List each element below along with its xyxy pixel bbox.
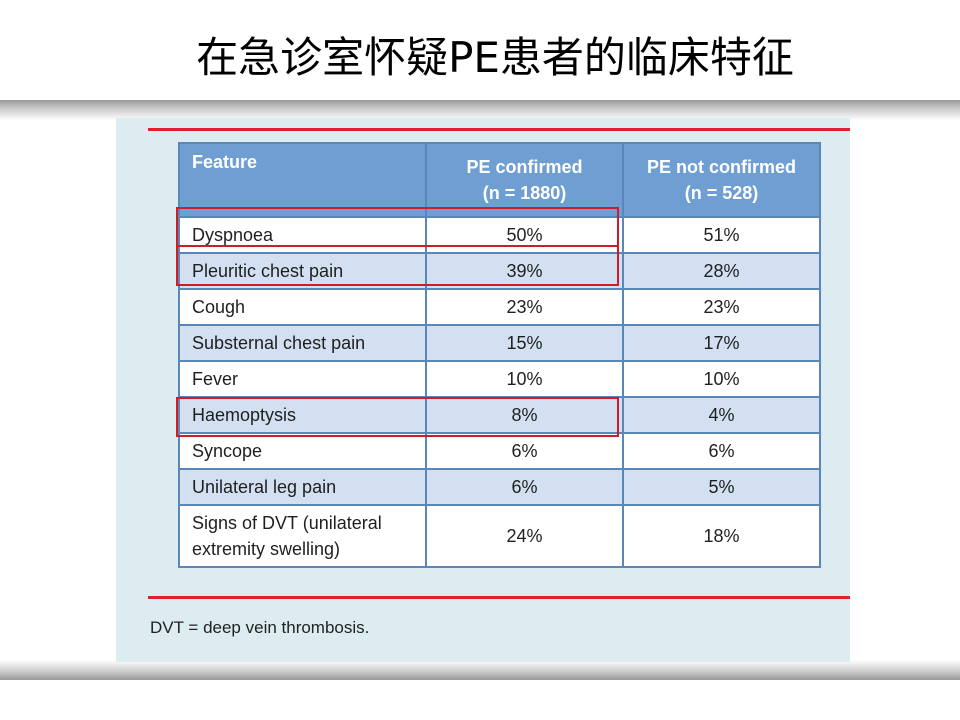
table-row: Haemoptysis 8% 4% <box>178 396 821 434</box>
row-pe-confirmed: 50% <box>425 216 624 254</box>
row-pe-confirmed: 39% <box>425 252 624 290</box>
bottom-gradient-band <box>0 660 960 680</box>
header-pe-not-confirmed-n: (n = 528) <box>684 183 759 203</box>
row-feature: Haemoptysis <box>178 396 427 434</box>
row-pe-confirmed: 24% <box>425 504 624 568</box>
row-feature: Cough <box>178 288 427 326</box>
row-feature: Pleuritic chest pain <box>178 252 427 290</box>
row-pe-not-confirmed: 10% <box>622 360 821 398</box>
row-pe-not-confirmed: 6% <box>622 432 821 470</box>
top-red-rule <box>148 128 850 131</box>
clinical-features-table: Feature PE confirmed (n = 1880) PE not c… <box>178 142 821 568</box>
row-pe-confirmed: 6% <box>425 468 624 506</box>
top-gradient-band <box>0 100 960 120</box>
row-feature: Signs of DVT (unilateral extremity swell… <box>178 504 427 568</box>
row-pe-not-confirmed: 17% <box>622 324 821 362</box>
row-feature: Substernal chest pain <box>178 324 427 362</box>
row-pe-not-confirmed: 28% <box>622 252 821 290</box>
table-row: Syncope 6% 6% <box>178 432 821 470</box>
row-pe-confirmed: 8% <box>425 396 624 434</box>
bottom-red-rule <box>148 596 850 599</box>
table-row: Unilateral leg pain 6% 5% <box>178 468 821 506</box>
row-feature: Unilateral leg pain <box>178 468 427 506</box>
row-pe-not-confirmed: 5% <box>622 468 821 506</box>
table-header-row: Feature PE confirmed (n = 1880) PE not c… <box>178 142 821 218</box>
table-row: Fever 10% 10% <box>178 360 821 398</box>
row-pe-confirmed: 10% <box>425 360 624 398</box>
table-row: Dyspnoea 50% 51% <box>178 216 821 254</box>
row-feature: Syncope <box>178 432 427 470</box>
row-feature: Dyspnoea <box>178 216 427 254</box>
table-row: Pleuritic chest pain 39% 28% <box>178 252 821 290</box>
table-row: Cough 23% 23% <box>178 288 821 326</box>
row-feature: Fever <box>178 360 427 398</box>
header-pe-confirmed-n: (n = 1880) <box>482 183 567 203</box>
header-pe-not-confirmed-label: PE not confirmed <box>646 157 796 177</box>
header-feature: Feature <box>178 142 427 218</box>
header-pe-confirmed-label: PE confirmed <box>466 157 583 177</box>
row-pe-confirmed: 6% <box>425 432 624 470</box>
row-pe-not-confirmed: 51% <box>622 216 821 254</box>
slide-title: 在急诊室怀疑PE患者的临床特征 <box>196 33 794 82</box>
row-pe-not-confirmed: 4% <box>622 396 821 434</box>
row-pe-not-confirmed: 18% <box>622 504 821 568</box>
row-pe-not-confirmed: 23% <box>622 288 821 326</box>
row-pe-confirmed: 23% <box>425 288 624 326</box>
table-footnote: DVT = deep vein thrombosis. <box>150 618 370 637</box>
table-figure-panel: Feature PE confirmed (n = 1880) PE not c… <box>116 118 850 662</box>
header-pe-not-confirmed: PE not confirmed (n = 528) <box>622 142 821 218</box>
header-pe-confirmed: PE confirmed (n = 1880) <box>425 142 624 218</box>
table-row: Signs of DVT (unilateral extremity swell… <box>178 504 821 568</box>
row-pe-confirmed: 15% <box>425 324 624 362</box>
table-row: Substernal chest pain 15% 17% <box>178 324 821 362</box>
